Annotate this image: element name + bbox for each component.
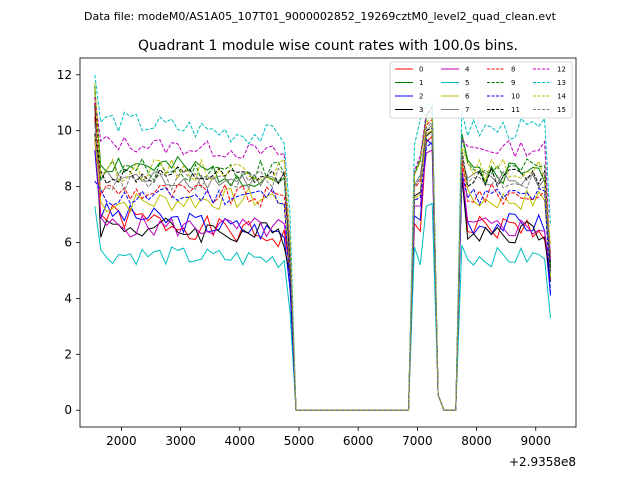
legend-box <box>389 61 573 119</box>
y-tick-label: 4 <box>64 291 72 305</box>
axis-ticks: 2000 3000 4000 5000 6000 7000 8000 900002468101… <box>57 68 551 448</box>
x-tick-label: 8000 <box>461 434 492 448</box>
plot-lines <box>94 74 551 411</box>
legend-label-15: 15 <box>557 106 566 114</box>
legend-label-2: 2 <box>419 93 423 101</box>
series-line-1 <box>94 88 551 411</box>
series-line-13 <box>94 74 551 411</box>
x-tick-label: 2000 <box>106 434 137 448</box>
series-line-8 <box>94 97 551 411</box>
series-line-7 <box>94 122 551 411</box>
legend-label-12: 12 <box>557 66 566 74</box>
legend-label-9: 9 <box>511 79 515 87</box>
series-line-15 <box>94 121 551 411</box>
x-offset-label: +2.9358e8 <box>509 455 576 469</box>
series-line-5 <box>94 202 551 411</box>
suptitle: Data file: modeM0/AS1A05_107T01_90000028… <box>84 10 557 23</box>
series-line-4 <box>94 139 551 411</box>
legend-label-11: 11 <box>511 106 520 114</box>
legend-label-6: 6 <box>465 93 470 101</box>
y-tick-label: 10 <box>57 124 72 138</box>
series-line-0 <box>94 116 551 411</box>
x-tick-label: 3000 <box>165 434 196 448</box>
x-tick-label: 7000 <box>402 434 433 448</box>
chart-title: Quadrant 1 module wise count rates with … <box>138 38 518 54</box>
y-tick-label: 6 <box>64 236 72 250</box>
y-tick-label: 8 <box>64 180 72 194</box>
x-tick-label: 9000 <box>520 434 551 448</box>
y-tick-label: 12 <box>57 68 72 82</box>
series-line-9 <box>94 85 551 411</box>
x-tick-label: 5000 <box>284 434 315 448</box>
series-line-14 <box>94 83 551 411</box>
legend-label-8: 8 <box>511 66 515 74</box>
legend-label-3: 3 <box>419 106 423 114</box>
x-tick-label: 6000 <box>343 434 374 448</box>
legend-label-13: 13 <box>557 79 566 87</box>
series-line-12 <box>94 97 551 411</box>
y-tick-label: 0 <box>64 403 72 417</box>
legend-label-1: 1 <box>419 79 423 87</box>
legend-label-4: 4 <box>465 66 470 74</box>
series-line-10 <box>94 140 551 411</box>
legend-label-0: 0 <box>419 66 423 74</box>
legend-label-14: 14 <box>557 93 566 101</box>
series-line-11 <box>94 127 551 411</box>
legend-label-5: 5 <box>465 79 469 87</box>
x-tick-label: 4000 <box>225 434 256 448</box>
y-tick-label: 2 <box>64 347 72 361</box>
legend-label-10: 10 <box>511 93 520 101</box>
series-line-6 <box>94 129 551 411</box>
legend-label-7: 7 <box>465 106 469 114</box>
series-line-3 <box>94 102 551 411</box>
